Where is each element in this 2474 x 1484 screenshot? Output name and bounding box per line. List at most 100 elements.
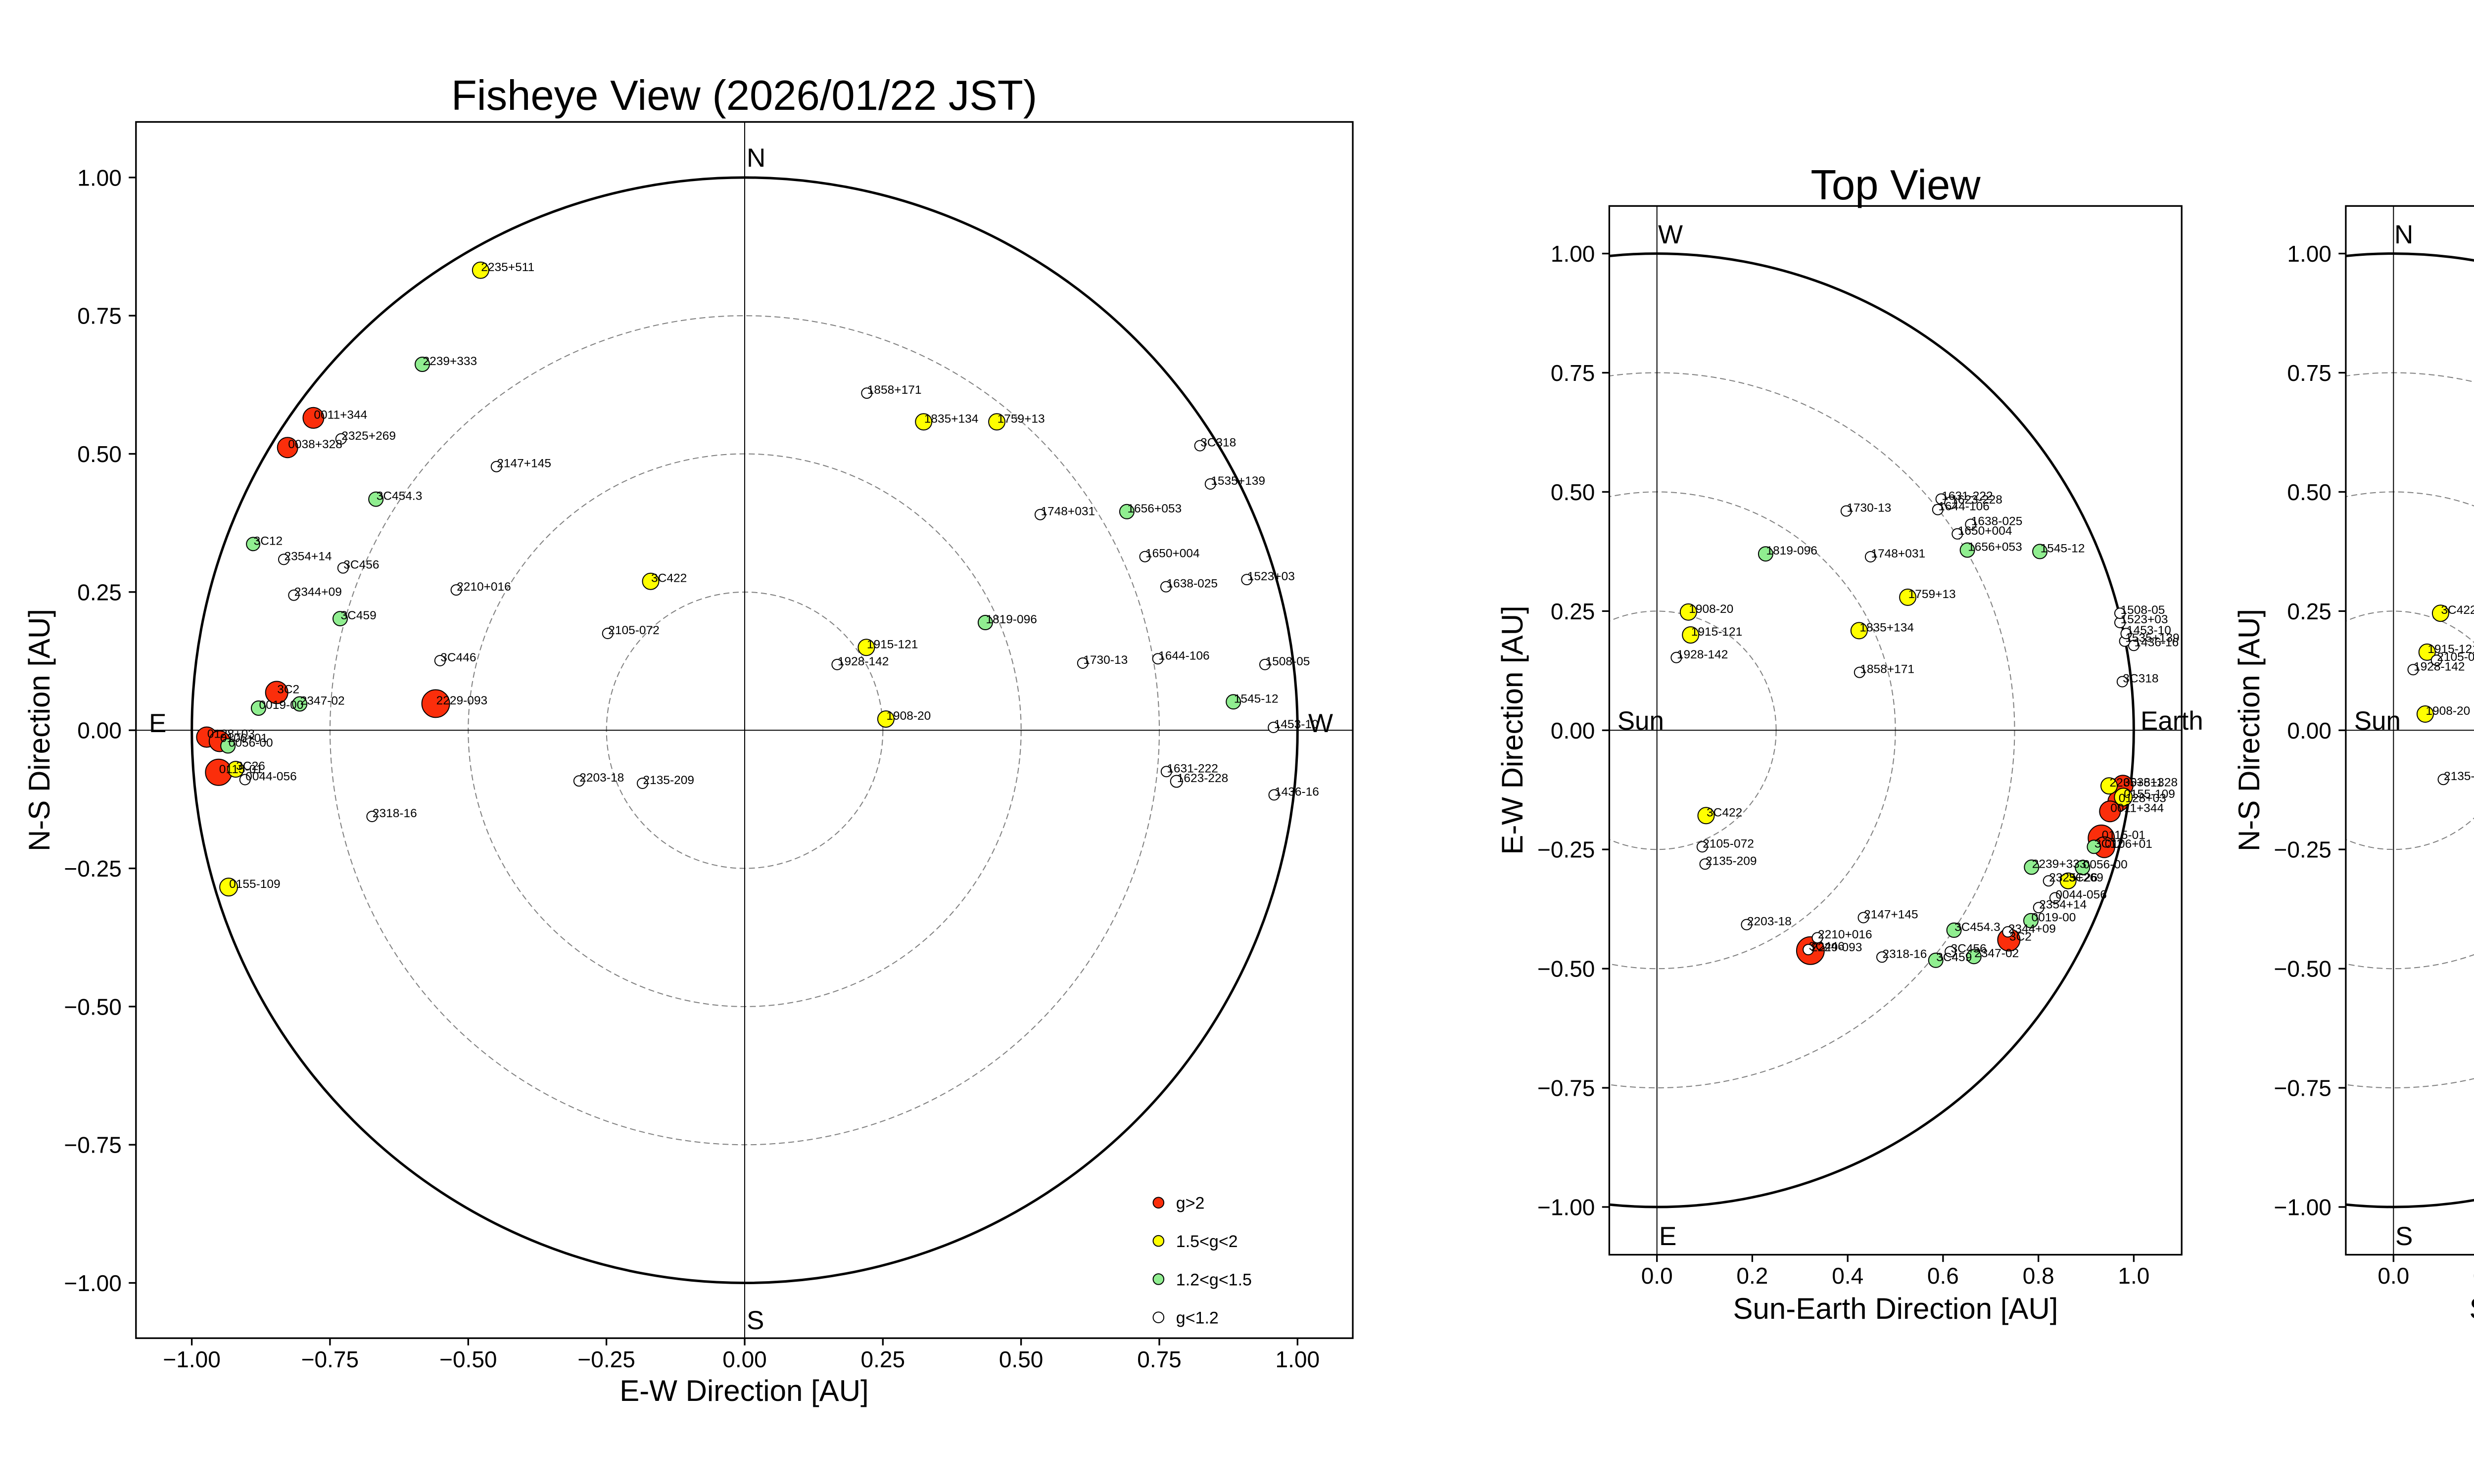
svg-text:1638-025: 1638-025 xyxy=(1971,515,2023,528)
svg-text:1.00: 1.00 xyxy=(1276,1346,1320,1372)
svg-text:g<1.2: g<1.2 xyxy=(1176,1309,1219,1328)
svg-text:1759+13: 1759+13 xyxy=(1908,588,1956,601)
svg-text:0106+01: 0106+01 xyxy=(220,732,268,745)
svg-text:1523+03: 1523+03 xyxy=(1247,570,1295,583)
svg-text:2135-209: 2135-209 xyxy=(1706,854,1757,868)
svg-text:0.2: 0.2 xyxy=(2473,1263,2474,1289)
svg-text:−0.50: −0.50 xyxy=(2274,956,2331,982)
svg-text:1858+171: 1858+171 xyxy=(867,383,922,397)
svg-text:0.75: 0.75 xyxy=(2287,360,2331,386)
svg-text:3C459: 3C459 xyxy=(1936,951,1972,964)
svg-text:3C422: 3C422 xyxy=(1707,806,1742,819)
svg-text:1915-121: 1915-121 xyxy=(867,638,918,651)
svg-text:1650+004: 1650+004 xyxy=(1145,547,1200,560)
svg-text:2325+269: 2325+269 xyxy=(2049,871,2103,884)
svg-text:0.2: 0.2 xyxy=(1736,1263,1768,1289)
svg-text:1748+031: 1748+031 xyxy=(1871,547,1925,560)
svg-text:0011+344: 0011+344 xyxy=(2110,802,2164,815)
svg-text:1908-20: 1908-20 xyxy=(2426,704,2470,718)
svg-text:1523+03: 1523+03 xyxy=(2121,613,2168,626)
svg-text:2203-18: 2203-18 xyxy=(579,771,624,785)
svg-text:2344+09: 2344+09 xyxy=(294,586,342,599)
svg-text:1535+139: 1535+139 xyxy=(1211,474,1265,488)
svg-text:3C318: 3C318 xyxy=(2123,672,2158,686)
svg-text:1644-106: 1644-106 xyxy=(1938,500,1990,513)
svg-text:0044-056: 0044-056 xyxy=(245,770,297,784)
svg-text:2344+09: 2344+09 xyxy=(2008,922,2056,935)
svg-text:0128+03: 0128+03 xyxy=(207,728,255,741)
svg-text:3C2: 3C2 xyxy=(277,683,299,696)
svg-text:1.00: 1.00 xyxy=(1551,241,1595,267)
svg-text:1858+171: 1858+171 xyxy=(1860,663,1914,676)
svg-text:2229-093: 2229-093 xyxy=(436,694,488,707)
svg-text:N-S Direction [AU]: N-S Direction [AU] xyxy=(23,609,56,851)
svg-text:g>2: g>2 xyxy=(1176,1194,1205,1213)
svg-text:1819-096: 1819-096 xyxy=(986,613,1037,626)
svg-text:N-S Direction [AU]: N-S Direction [AU] xyxy=(2233,609,2266,851)
svg-text:Sun-Earth Direction [AU]: Sun-Earth Direction [AU] xyxy=(2470,1292,2474,1325)
svg-text:0056-00: 0056-00 xyxy=(229,736,273,749)
svg-text:1.0: 1.0 xyxy=(2118,1263,2149,1289)
svg-text:3C446: 3C446 xyxy=(1809,940,1845,953)
svg-text:2354+14: 2354+14 xyxy=(2039,898,2087,911)
svg-text:−0.75: −0.75 xyxy=(1537,1075,1595,1101)
svg-text:3C2: 3C2 xyxy=(2009,930,2032,944)
svg-text:0056-00: 0056-00 xyxy=(2083,858,2128,871)
svg-text:1908-20: 1908-20 xyxy=(1689,603,1733,616)
svg-text:1638-025: 1638-025 xyxy=(1167,577,1218,591)
svg-text:0.75: 0.75 xyxy=(1551,360,1595,386)
svg-text:1835+134: 1835+134 xyxy=(1859,621,1914,634)
svg-text:3C456: 3C456 xyxy=(1951,942,1987,955)
svg-text:0.4: 0.4 xyxy=(1832,1263,1863,1289)
svg-text:0.00: 0.00 xyxy=(1551,718,1595,743)
svg-text:1436-16: 1436-16 xyxy=(1275,785,1319,798)
svg-text:0.50: 0.50 xyxy=(77,441,122,467)
svg-text:3C446: 3C446 xyxy=(440,651,476,664)
svg-text:2210+016: 2210+016 xyxy=(457,580,511,594)
svg-text:1928-142: 1928-142 xyxy=(838,655,889,668)
svg-text:3C12: 3C12 xyxy=(2094,837,2124,850)
svg-text:1631-222: 1631-222 xyxy=(1167,762,1218,775)
svg-text:S: S xyxy=(747,1306,764,1335)
svg-text:0.25: 0.25 xyxy=(861,1346,905,1372)
svg-text:Sun-Earth Direction [AU]: Sun-Earth Direction [AU] xyxy=(1733,1292,2058,1325)
svg-text:1656+053: 1656+053 xyxy=(1968,541,2022,554)
svg-text:N: N xyxy=(2394,220,2413,249)
svg-text:0.00: 0.00 xyxy=(2287,718,2331,743)
svg-text:2105-072: 2105-072 xyxy=(2437,650,2474,664)
svg-text:2235+511: 2235+511 xyxy=(481,261,534,274)
svg-text:1508-05: 1508-05 xyxy=(2121,603,2165,617)
svg-text:−0.75: −0.75 xyxy=(2274,1075,2331,1101)
svg-text:2325+269: 2325+269 xyxy=(341,429,396,443)
svg-text:E-W Direction [AU]: E-W Direction [AU] xyxy=(1496,605,1529,854)
svg-text:1644-106: 1644-106 xyxy=(1158,649,1210,662)
svg-text:1545-12: 1545-12 xyxy=(1234,692,1279,705)
svg-text:2135-209: 2135-209 xyxy=(2444,770,2474,783)
svg-text:2354+14: 2354+14 xyxy=(285,550,332,563)
svg-text:2318-16: 2318-16 xyxy=(1883,947,1927,961)
svg-text:−1.00: −1.00 xyxy=(64,1270,121,1296)
svg-text:−0.50: −0.50 xyxy=(439,1346,497,1372)
svg-text:−1.00: −1.00 xyxy=(1537,1195,1595,1220)
svg-text:1928-142: 1928-142 xyxy=(1677,648,1728,661)
svg-text:Top View: Top View xyxy=(1810,162,1981,209)
svg-text:1928-142: 1928-142 xyxy=(2414,660,2465,673)
svg-text:1748+031: 1748+031 xyxy=(1041,505,1095,518)
svg-text:W: W xyxy=(1308,709,1333,738)
svg-text:0155-109: 0155-109 xyxy=(2124,788,2175,801)
svg-text:1.5<g<2: 1.5<g<2 xyxy=(1176,1232,1238,1251)
svg-text:2105-072: 2105-072 xyxy=(608,624,660,637)
svg-text:0.25: 0.25 xyxy=(1551,599,1595,624)
svg-text:0019-00: 0019-00 xyxy=(259,698,304,712)
svg-text:1915-121: 1915-121 xyxy=(2427,643,2474,656)
svg-text:1453-10: 1453-10 xyxy=(1274,718,1319,731)
svg-text:N: N xyxy=(747,143,765,173)
svg-text:1631-222: 1631-222 xyxy=(1942,489,1993,503)
svg-text:0038+328: 0038+328 xyxy=(288,438,342,451)
svg-text:1436-16: 1436-16 xyxy=(2134,636,2179,649)
svg-text:0115-01: 0115-01 xyxy=(219,763,263,776)
svg-text:0106+01: 0106+01 xyxy=(2105,837,2152,851)
svg-text:1819-096: 1819-096 xyxy=(1766,544,1817,557)
svg-text:1.00: 1.00 xyxy=(77,165,122,190)
svg-text:Fisheye View (2026/01/22 JST): Fisheye View (2026/01/22 JST) xyxy=(451,72,1037,119)
